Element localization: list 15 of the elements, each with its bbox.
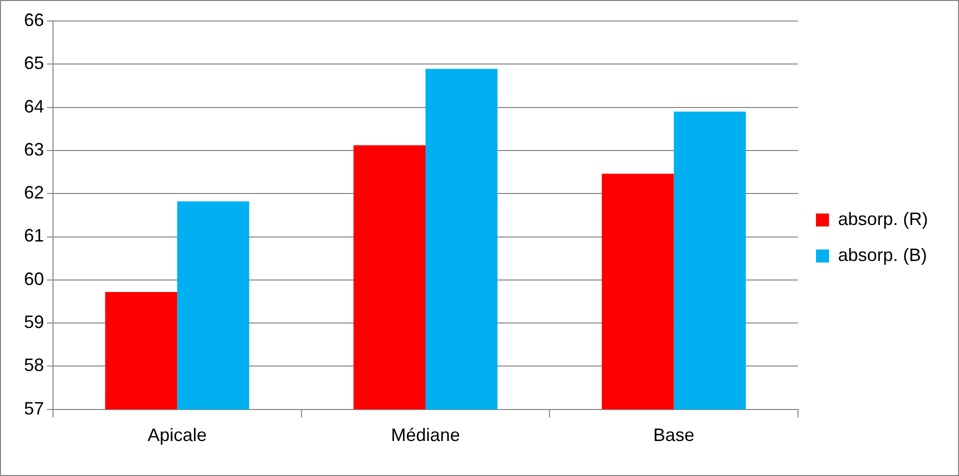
x-tick-label: Médiane [390,425,460,446]
y-tick-label: 57 [24,398,44,418]
y-tick-label: 61 [24,226,44,246]
y-tick-label: 64 [24,96,44,116]
y-tick-label: 58 [24,355,44,376]
y-tick-label: 60 [24,268,44,289]
y-tick-label: 63 [24,139,44,160]
y-tick-label: 59 [24,312,44,332]
legend-label: absorp. (B) [838,244,928,265]
y-tick-label: 66 [24,10,44,30]
x-tick-label: Apicale [148,425,207,446]
x-tick-label: Base [653,425,694,446]
legend-label: absorp. (R) [838,208,928,229]
y-tick-label: 62 [24,182,44,203]
y-tick-label: 65 [24,53,44,74]
